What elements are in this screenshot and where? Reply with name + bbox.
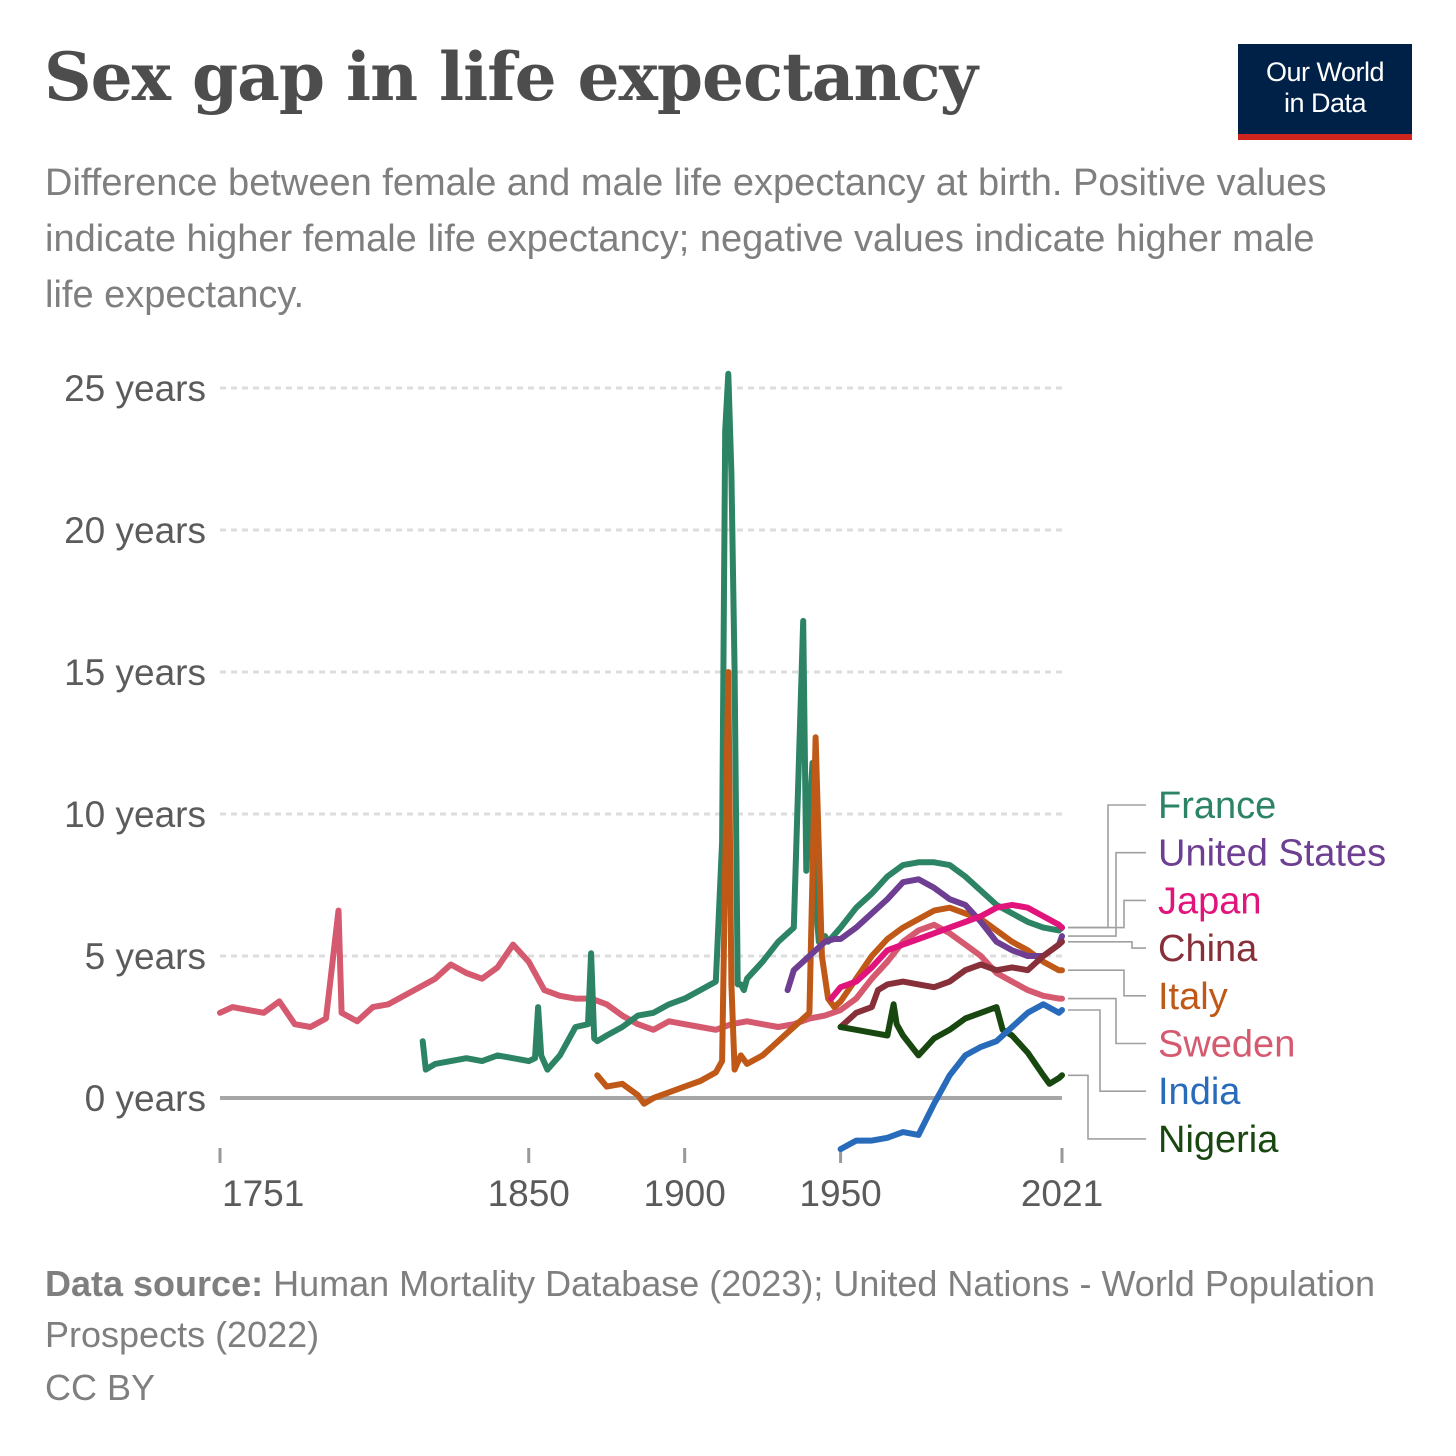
series-line-japan[interactable] bbox=[828, 901, 1065, 1002]
y-tick-label: 25 years bbox=[64, 368, 206, 409]
legend-connector bbox=[1068, 899, 1146, 929]
owid-logo[interactable]: Our World in Data bbox=[1238, 44, 1412, 140]
legend-label-nigeria[interactable]: Nigeria bbox=[1158, 1119, 1279, 1161]
series-line-france[interactable] bbox=[419, 370, 1065, 1073]
source-label: Data source: bbox=[45, 1263, 264, 1304]
series-line-china[interactable] bbox=[837, 938, 1065, 1030]
series-line-india[interactable] bbox=[837, 1001, 1065, 1153]
x-tick-label: 2021 bbox=[1021, 1173, 1103, 1214]
legend-connector bbox=[1068, 969, 1146, 997]
legend-label-china[interactable]: China bbox=[1158, 928, 1258, 970]
axis-ticks: 1751 1850 1900 1950 2021 bbox=[218, 1148, 1103, 1214]
series-lines bbox=[217, 370, 1065, 1153]
series-line-italy[interactable] bbox=[594, 669, 1065, 1107]
chart-title: Sex gap in life expectancy bbox=[44, 38, 978, 116]
gridlines: 0 years 5 years 10 years 15 years 20 years 25… bbox=[64, 368, 1062, 1119]
y-tick-label: 20 years bbox=[64, 510, 206, 551]
legend-label-india[interactable]: India bbox=[1158, 1071, 1241, 1113]
legend-connector bbox=[1068, 940, 1146, 949]
line-chart: 0 years 5 years 10 years 15 years 20 years 25… bbox=[64, 368, 1386, 1214]
legend: France United States Japan China Italy Sweden… bbox=[1158, 785, 1386, 1161]
x-tick-label: 1900 bbox=[644, 1173, 726, 1214]
series-line-united-states[interactable] bbox=[784, 876, 1065, 994]
legend-connector bbox=[1068, 997, 1146, 1045]
legend-connector bbox=[1068, 1009, 1146, 1092]
legend-label-united-states[interactable]: United States bbox=[1158, 833, 1386, 875]
legend-label-sweden[interactable]: Sweden bbox=[1158, 1024, 1295, 1066]
series-line-nigeria[interactable] bbox=[837, 1001, 1065, 1087]
series-line-sweden[interactable] bbox=[217, 907, 1065, 1033]
source-text: Human Mortality Database (2023); United … bbox=[45, 1263, 1375, 1355]
chart-subtitle: Difference between female and male life … bbox=[45, 162, 1327, 316]
y-tick-label: 0 years bbox=[85, 1078, 206, 1119]
x-tick-label: 1950 bbox=[799, 1173, 881, 1214]
legend-label-france[interactable]: France bbox=[1158, 785, 1276, 827]
license-text: CC BY bbox=[45, 1367, 156, 1408]
legend-connector bbox=[1068, 804, 1146, 929]
y-tick-label: 10 years bbox=[64, 794, 206, 835]
y-tick-label: 5 years bbox=[85, 936, 206, 977]
x-tick-label: 1751 bbox=[222, 1173, 304, 1214]
legend-connector bbox=[1068, 851, 1146, 937]
legend-label-japan[interactable]: Japan bbox=[1158, 880, 1262, 922]
logo-line-1: Our World bbox=[1265, 57, 1385, 87]
legend-connectors bbox=[1068, 804, 1146, 1140]
legend-connector bbox=[1068, 1074, 1146, 1140]
y-tick-label: 15 years bbox=[64, 652, 206, 693]
x-tick-label: 1850 bbox=[488, 1173, 570, 1214]
logo-line-2: in Data bbox=[1283, 88, 1367, 118]
legend-label-italy[interactable]: Italy bbox=[1158, 976, 1228, 1018]
footer: Data source: Human Mortality Database (2… bbox=[45, 1258, 1405, 1413]
